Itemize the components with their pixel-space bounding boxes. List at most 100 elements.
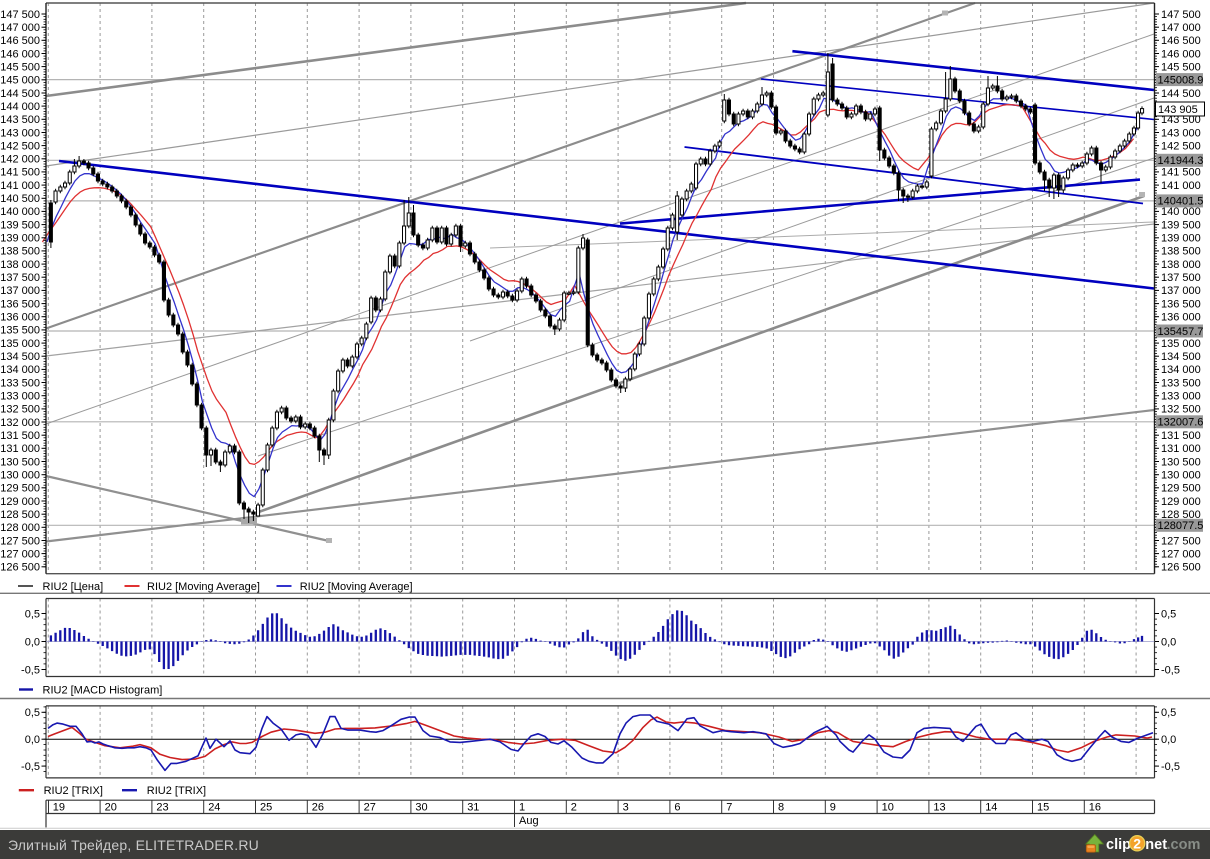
svg-text:143 500: 143 500	[1161, 114, 1201, 126]
svg-text:127 500: 127 500	[1161, 535, 1201, 547]
svg-text:3: 3	[623, 802, 629, 814]
svg-text:1: 1	[519, 802, 525, 814]
svg-text:138 000: 138 000	[1161, 259, 1201, 271]
svg-text:131 000: 131 000	[0, 443, 40, 455]
svg-text:138 500: 138 500	[0, 246, 40, 258]
svg-text:138 000: 138 000	[0, 259, 40, 271]
svg-text:-0,5: -0,5	[1161, 664, 1180, 676]
svg-text:140 000: 140 000	[1161, 206, 1201, 218]
svg-text:13: 13	[933, 802, 945, 814]
svg-text:127 000: 127 000	[0, 548, 40, 560]
svg-text:145008.9: 145008.9	[1158, 74, 1204, 86]
svg-text:143 000: 143 000	[0, 127, 40, 139]
svg-text:146 000: 146 000	[0, 48, 40, 60]
svg-text:10: 10	[882, 802, 894, 814]
svg-text:126 500: 126 500	[1161, 562, 1201, 574]
svg-text:0,5: 0,5	[1161, 707, 1176, 719]
svg-text:128 000: 128 000	[0, 522, 40, 534]
svg-text:RIU2 [TRIX]: RIU2 [TRIX]	[44, 785, 103, 797]
svg-text:132 500: 132 500	[0, 404, 40, 416]
svg-text:135 000: 135 000	[1161, 338, 1201, 350]
svg-text:142 500: 142 500	[0, 140, 40, 152]
svg-text:143 000: 143 000	[1161, 127, 1201, 139]
svg-text:.com: .com	[1167, 837, 1201, 853]
svg-text:142 000: 142 000	[0, 154, 40, 166]
svg-text:131 000: 131 000	[1161, 443, 1201, 455]
svg-text:0,5: 0,5	[25, 707, 40, 719]
svg-text:19: 19	[53, 802, 65, 814]
svg-text:131 500: 131 500	[1161, 430, 1201, 442]
svg-text:14: 14	[985, 802, 997, 814]
svg-text:145 500: 145 500	[0, 61, 40, 73]
svg-text:141 000: 141 000	[0, 180, 40, 192]
svg-text:129 500: 129 500	[1161, 483, 1201, 495]
svg-text:141944.3: 141944.3	[1158, 155, 1204, 167]
svg-text:138 500: 138 500	[1161, 246, 1201, 258]
svg-text:146 500: 146 500	[1161, 35, 1201, 47]
svg-text:25: 25	[260, 802, 272, 814]
svg-text:129 000: 129 000	[1161, 496, 1201, 508]
svg-text:0,5: 0,5	[25, 608, 40, 620]
svg-text:145 000: 145 000	[0, 75, 40, 87]
svg-text:134 000: 134 000	[1161, 364, 1201, 376]
svg-text:136 500: 136 500	[1161, 298, 1201, 310]
svg-text:136 000: 136 000	[0, 312, 40, 324]
svg-text:144 000: 144 000	[0, 101, 40, 113]
svg-text:135457.7: 135457.7	[1158, 326, 1204, 338]
svg-text:130 500: 130 500	[0, 456, 40, 468]
svg-text:130 500: 130 500	[1161, 456, 1201, 468]
svg-text:128 500: 128 500	[1161, 509, 1201, 521]
svg-text:Aug: Aug	[519, 815, 539, 827]
svg-text:137 000: 137 000	[1161, 285, 1201, 297]
svg-text:141 500: 141 500	[0, 167, 40, 179]
svg-text:26: 26	[312, 802, 324, 814]
svg-text:137 500: 137 500	[0, 272, 40, 284]
svg-text:RIU2 [Moving Average]: RIU2 [Moving Average]	[147, 581, 260, 593]
svg-text:134 500: 134 500	[1161, 351, 1201, 363]
svg-text:142 500: 142 500	[1161, 140, 1201, 152]
svg-text:139 000: 139 000	[1161, 233, 1201, 245]
svg-text:clip: clip	[1106, 837, 1131, 853]
svg-text:0,0: 0,0	[25, 734, 40, 746]
svg-text:0,0: 0,0	[1161, 734, 1176, 746]
svg-text:RIU2 [Цена]: RIU2 [Цена]	[43, 581, 104, 593]
svg-text:27: 27	[364, 802, 376, 814]
svg-text:24: 24	[208, 802, 220, 814]
svg-text:139 500: 139 500	[0, 219, 40, 231]
svg-text:132 000: 132 000	[0, 417, 40, 429]
svg-text:140 000: 140 000	[0, 206, 40, 218]
svg-text:147 500: 147 500	[1161, 9, 1201, 21]
svg-text:9: 9	[830, 802, 836, 814]
svg-text:128 500: 128 500	[0, 509, 40, 521]
svg-text:134 000: 134 000	[0, 364, 40, 376]
svg-text:0,5: 0,5	[1161, 608, 1176, 620]
svg-text:133 500: 133 500	[0, 377, 40, 389]
svg-text:132007.6: 132007.6	[1158, 417, 1204, 429]
svg-text:140 500: 140 500	[0, 193, 40, 205]
svg-text:-0,5: -0,5	[1161, 761, 1180, 773]
svg-text:143 905: 143 905	[1158, 104, 1198, 116]
svg-text:7: 7	[726, 802, 732, 814]
svg-text:RIU2 [MACD Histogram]: RIU2 [MACD Histogram]	[43, 685, 163, 697]
svg-text:133 500: 133 500	[1161, 377, 1201, 389]
svg-text:134 500: 134 500	[0, 351, 40, 363]
svg-text:139 000: 139 000	[0, 233, 40, 245]
svg-text:0,0: 0,0	[25, 636, 40, 648]
svg-text:132 500: 132 500	[1161, 404, 1201, 416]
svg-text:143 500: 143 500	[0, 114, 40, 126]
svg-text:147 500: 147 500	[0, 9, 40, 21]
svg-text:RIU2 [Moving Average]: RIU2 [Moving Average]	[300, 581, 413, 593]
svg-text:135 500: 135 500	[0, 325, 40, 337]
svg-text:23: 23	[156, 802, 168, 814]
svg-text:2: 2	[1133, 836, 1141, 852]
svg-text:145 500: 145 500	[1161, 61, 1201, 73]
svg-text:0,0: 0,0	[1161, 636, 1176, 648]
svg-text:130 000: 130 000	[0, 470, 40, 482]
svg-text:6: 6	[674, 802, 680, 814]
svg-text:144 500: 144 500	[1161, 88, 1201, 100]
svg-text:141 500: 141 500	[1161, 167, 1201, 179]
svg-text:146 000: 146 000	[1161, 48, 1201, 60]
svg-text:20: 20	[105, 802, 117, 814]
svg-text:127 500: 127 500	[0, 535, 40, 547]
svg-text:147 000: 147 000	[1161, 22, 1201, 34]
